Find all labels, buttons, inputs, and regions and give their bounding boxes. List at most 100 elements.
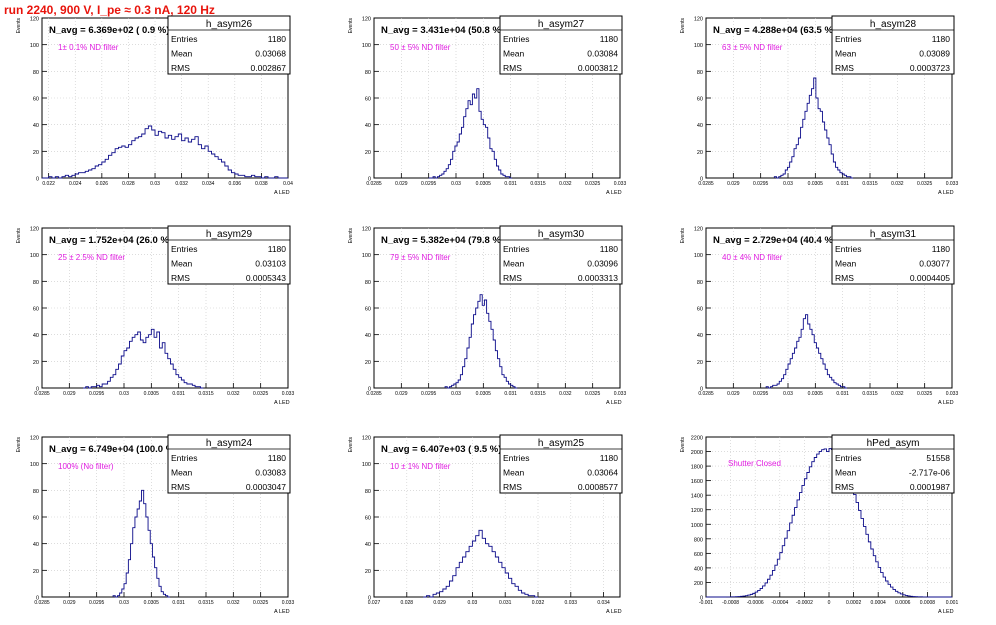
y-tick-label: 100 <box>362 43 371 49</box>
y-tick-label: 20 <box>697 150 703 156</box>
stat-value: 0.03103 <box>255 259 286 269</box>
x-tick-label: 0.0315 <box>530 391 546 397</box>
stat-label: Entries <box>503 453 529 463</box>
x-tick-label: 0.0315 <box>198 600 214 606</box>
x-tick-label: 0.029 <box>395 181 408 187</box>
y-tick-label: 80 <box>697 280 703 286</box>
y-axis-label: Events <box>348 18 354 34</box>
x-tick-label: 0.029 <box>727 181 740 187</box>
y-tick-label: 20 <box>697 360 703 366</box>
y-tick-label: 120 <box>362 436 371 442</box>
x-tick-label: 0.0325 <box>585 391 601 397</box>
stat-value: 0.03068 <box>255 49 286 59</box>
y-tick-label: 80 <box>365 70 371 76</box>
histogram-name: h_asym24 <box>206 438 253 449</box>
x-tick-label: 0.0315 <box>862 391 878 397</box>
x-tick-label: 0.033 <box>614 181 627 187</box>
stat-value: 1180 <box>268 244 287 254</box>
x-tick-label: 0.031 <box>172 391 185 397</box>
x-tick-label: 0.031 <box>504 181 517 187</box>
x-tick-label: 0.0305 <box>476 391 492 397</box>
x-axis-label: A LED <box>938 190 954 196</box>
x-tick-label: 0.0315 <box>198 391 214 397</box>
x-tick-label: 0.032 <box>175 181 188 187</box>
stat-label: RMS <box>503 482 522 492</box>
histogram-series <box>83 328 204 389</box>
stat-value: 0.0008577 <box>578 482 618 492</box>
x-tick-label: 0.0285 <box>698 181 714 187</box>
y-tick-label: 1600 <box>691 479 703 485</box>
x-tick-label: 0.032 <box>227 600 240 606</box>
x-tick-label: -0.0002 <box>796 600 813 606</box>
histogram-panel-h_asym30: 0 20 40 60 80 100 120 0.0285 0.029 0.0295 0.03 0.03… <box>348 225 627 406</box>
x-tick-label: 0.036 <box>229 181 242 187</box>
filter-annotation: 10 ± 1% ND filter <box>390 462 451 471</box>
stat-value: 1180 <box>600 453 619 463</box>
x-tick-label: 0.03 <box>451 391 461 397</box>
stats-box <box>167 15 291 75</box>
x-tick-label: 0.0325 <box>917 391 933 397</box>
n-avg-label: N_avg = 2.729e+04 (40.4 %) <box>713 235 836 246</box>
x-tick-label: 0.029 <box>395 391 408 397</box>
y-tick-label: 60 <box>365 307 371 313</box>
x-tick-label: 0.033 <box>614 391 627 397</box>
filter-annotation: 40 ± 4% ND filter <box>722 253 783 262</box>
y-tick-label: 60 <box>697 307 703 313</box>
y-axis-label: Events <box>348 437 354 453</box>
y-tick-label: 0 <box>368 177 371 183</box>
stat-label: RMS <box>835 273 854 283</box>
y-tick-label: 1800 <box>691 465 703 471</box>
stat-label: Mean <box>503 49 525 59</box>
x-axis-label: A LED <box>274 609 290 615</box>
x-axis-label: A LED <box>938 609 954 615</box>
histogram-panel-h_asym27: 0 20 40 60 80 100 120 0.0285 0.029 0.0295 0.03 0.03… <box>348 15 627 196</box>
filter-annotation: 50 ± 5% ND filter <box>390 43 451 52</box>
y-axis-label: Events <box>16 228 22 244</box>
y-tick-label: 2200 <box>691 436 703 442</box>
x-axis-label: A LED <box>606 400 622 406</box>
x-tick-label: 0.0305 <box>144 391 160 397</box>
histogram-panel-h_asym29: 0 20 40 60 80 100 120 0.0285 0.029 0.0295 0.03 0.03… <box>16 225 295 406</box>
y-tick-label: 0 <box>368 387 371 393</box>
stat-value: 0.0001987 <box>910 482 950 492</box>
x-tick-label: 0.026 <box>96 181 109 187</box>
x-tick-label: 0.0006 <box>895 600 911 606</box>
y-axis-label: Events <box>680 437 686 453</box>
x-tick-label: 0.03 <box>783 181 793 187</box>
x-tick-label: -0.0008 <box>722 600 739 606</box>
histogram-panel-h_asym24: 0 20 40 60 80 100 120 0.0285 0.029 0.0295 0.03 0.03… <box>16 434 294 615</box>
stat-label: Entries <box>171 34 197 44</box>
y-tick-label: 100 <box>694 43 703 49</box>
y-tick-label: 0 <box>36 387 39 393</box>
y-tick-label: 400 <box>694 566 703 572</box>
filter-annotation: 100% (No filter) <box>58 462 114 471</box>
y-tick-label: 120 <box>30 227 39 233</box>
x-tick-label: 0.0295 <box>421 181 437 187</box>
y-tick-label: 40 <box>365 333 371 339</box>
histogram-name: h_asym28 <box>870 19 917 30</box>
n-avg-label: N_avg = 4.288e+04 (63.5 %) <box>713 25 836 36</box>
n-avg-label: N_avg = 6.369e+02 ( 0.9 %) <box>49 25 169 36</box>
x-tick-label: 0.03 <box>783 391 793 397</box>
stat-value: 0.03083 <box>255 468 286 478</box>
x-tick-label: 0.029 <box>433 600 446 606</box>
stat-value: 0.0003047 <box>246 482 286 492</box>
x-tick-label: 0.0295 <box>89 600 105 606</box>
y-tick-label: 120 <box>694 227 703 233</box>
n-avg-label: N_avg = 3.431e+04 (50.8 %) <box>381 25 504 36</box>
x-tick-label: 0.0295 <box>753 391 769 397</box>
y-tick-label: 0 <box>700 177 703 183</box>
histogram-series <box>42 125 288 179</box>
x-tick-label: 0.033 <box>282 391 295 397</box>
x-tick-label: 0.032 <box>532 600 545 606</box>
filter-annotation: 79 ± 5% ND filter <box>390 253 451 262</box>
x-tick-label: 0.033 <box>946 181 959 187</box>
stat-label: Entries <box>171 453 197 463</box>
stat-label: RMS <box>171 482 190 492</box>
stat-value: 0.03064 <box>587 468 618 478</box>
stats-box <box>831 434 955 494</box>
stat-value: 0.0004405 <box>910 273 950 283</box>
x-axis-label: A LED <box>606 190 622 196</box>
